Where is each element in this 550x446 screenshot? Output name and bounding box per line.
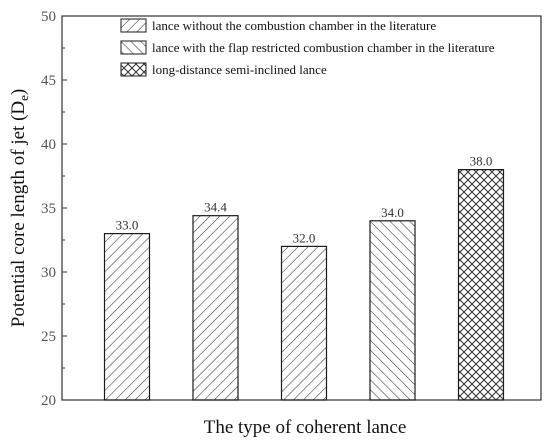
bar-value-label: 34.4 xyxy=(204,200,227,215)
bar-value-label: 32.0 xyxy=(293,230,316,245)
y-axis-title: Potential core length of jet (De) xyxy=(8,89,31,327)
y-tick-label: 30 xyxy=(41,265,56,281)
y-tick-label: 25 xyxy=(41,329,56,345)
bar-1 xyxy=(103,233,151,401)
bar-value-label: 33.0 xyxy=(116,218,139,233)
x-axis-title: The type of coherent lance xyxy=(204,417,407,438)
legend-label-2: lance with the flap restricted combustio… xyxy=(152,40,495,55)
legend-swatch-1 xyxy=(120,18,147,33)
bar-value-label: 38.0 xyxy=(470,154,493,169)
bar-labels: 33.0 34.4 32.0 34.0 38.0 xyxy=(116,154,493,246)
bar-3 xyxy=(280,245,328,401)
y-tick-label: 50 xyxy=(41,9,56,25)
legend: lance without the combustion chamber in … xyxy=(120,18,495,77)
y-tick-label: 35 xyxy=(41,201,56,217)
bar-5 xyxy=(457,169,505,401)
y-axis: 20 25 30 35 40 45 50 xyxy=(41,9,67,409)
bar-4 xyxy=(369,220,416,401)
y-tick-label: 40 xyxy=(41,137,56,153)
bars xyxy=(103,169,505,401)
y-tick-label: 45 xyxy=(41,73,56,89)
bar-value-label: 34.0 xyxy=(381,205,404,220)
y-tick-label: 20 xyxy=(41,393,56,409)
legend-label-1: lance without the combustion chamber in … xyxy=(152,18,436,33)
legend-label-3: long-distance semi-inclined lance xyxy=(152,62,327,77)
bar-2 xyxy=(192,215,239,401)
legend-swatch-2 xyxy=(120,40,147,55)
legend-swatch-3 xyxy=(120,62,147,77)
